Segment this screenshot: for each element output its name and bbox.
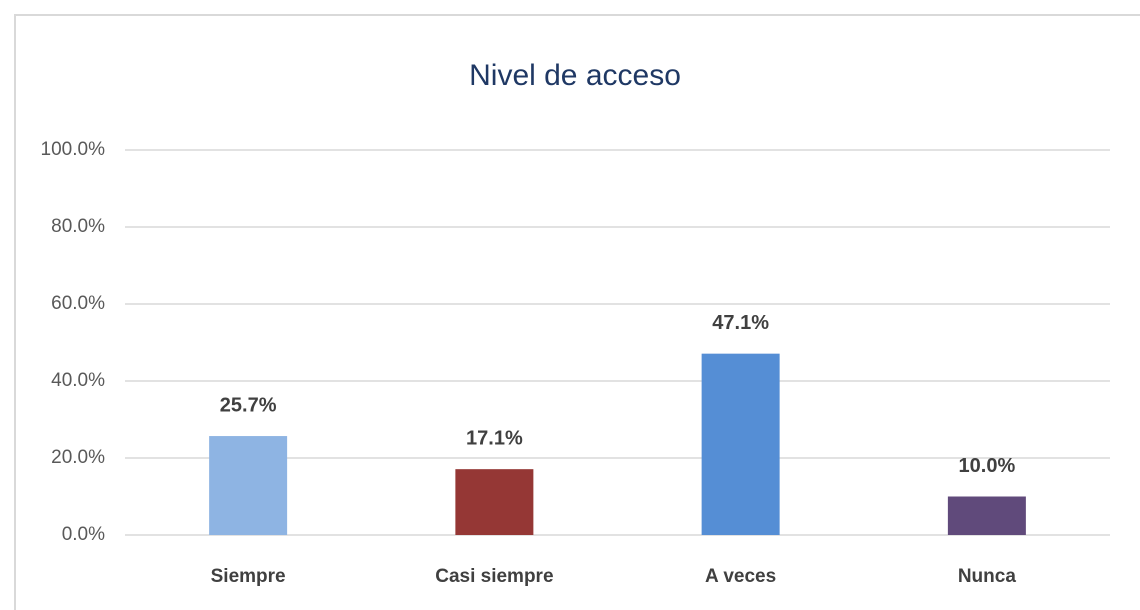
- value-label: 25.7%: [220, 394, 277, 416]
- bar: [455, 469, 534, 535]
- y-tick-label: 40.0%: [51, 370, 105, 391]
- bar: [701, 353, 780, 535]
- y-tick-label: 100.0%: [41, 139, 106, 160]
- value-label: 10.0%: [959, 455, 1016, 477]
- value-label: 47.1%: [712, 312, 769, 334]
- y-tick-label: 20.0%: [51, 447, 105, 468]
- chart-title: Nivel de acceso: [469, 59, 681, 92]
- bar: [947, 496, 1026, 535]
- x-tick-label: Nunca: [958, 566, 1017, 587]
- bar: [209, 436, 288, 535]
- x-tick-label: Siempre: [211, 566, 286, 587]
- y-tick-label: 60.0%: [51, 293, 105, 314]
- x-tick-label: Casi siempre: [435, 566, 553, 587]
- x-tick-label: A veces: [705, 566, 776, 587]
- value-label: 17.1%: [466, 427, 523, 449]
- y-tick-label: 80.0%: [51, 216, 105, 237]
- y-tick-label: 0.0%: [62, 524, 105, 545]
